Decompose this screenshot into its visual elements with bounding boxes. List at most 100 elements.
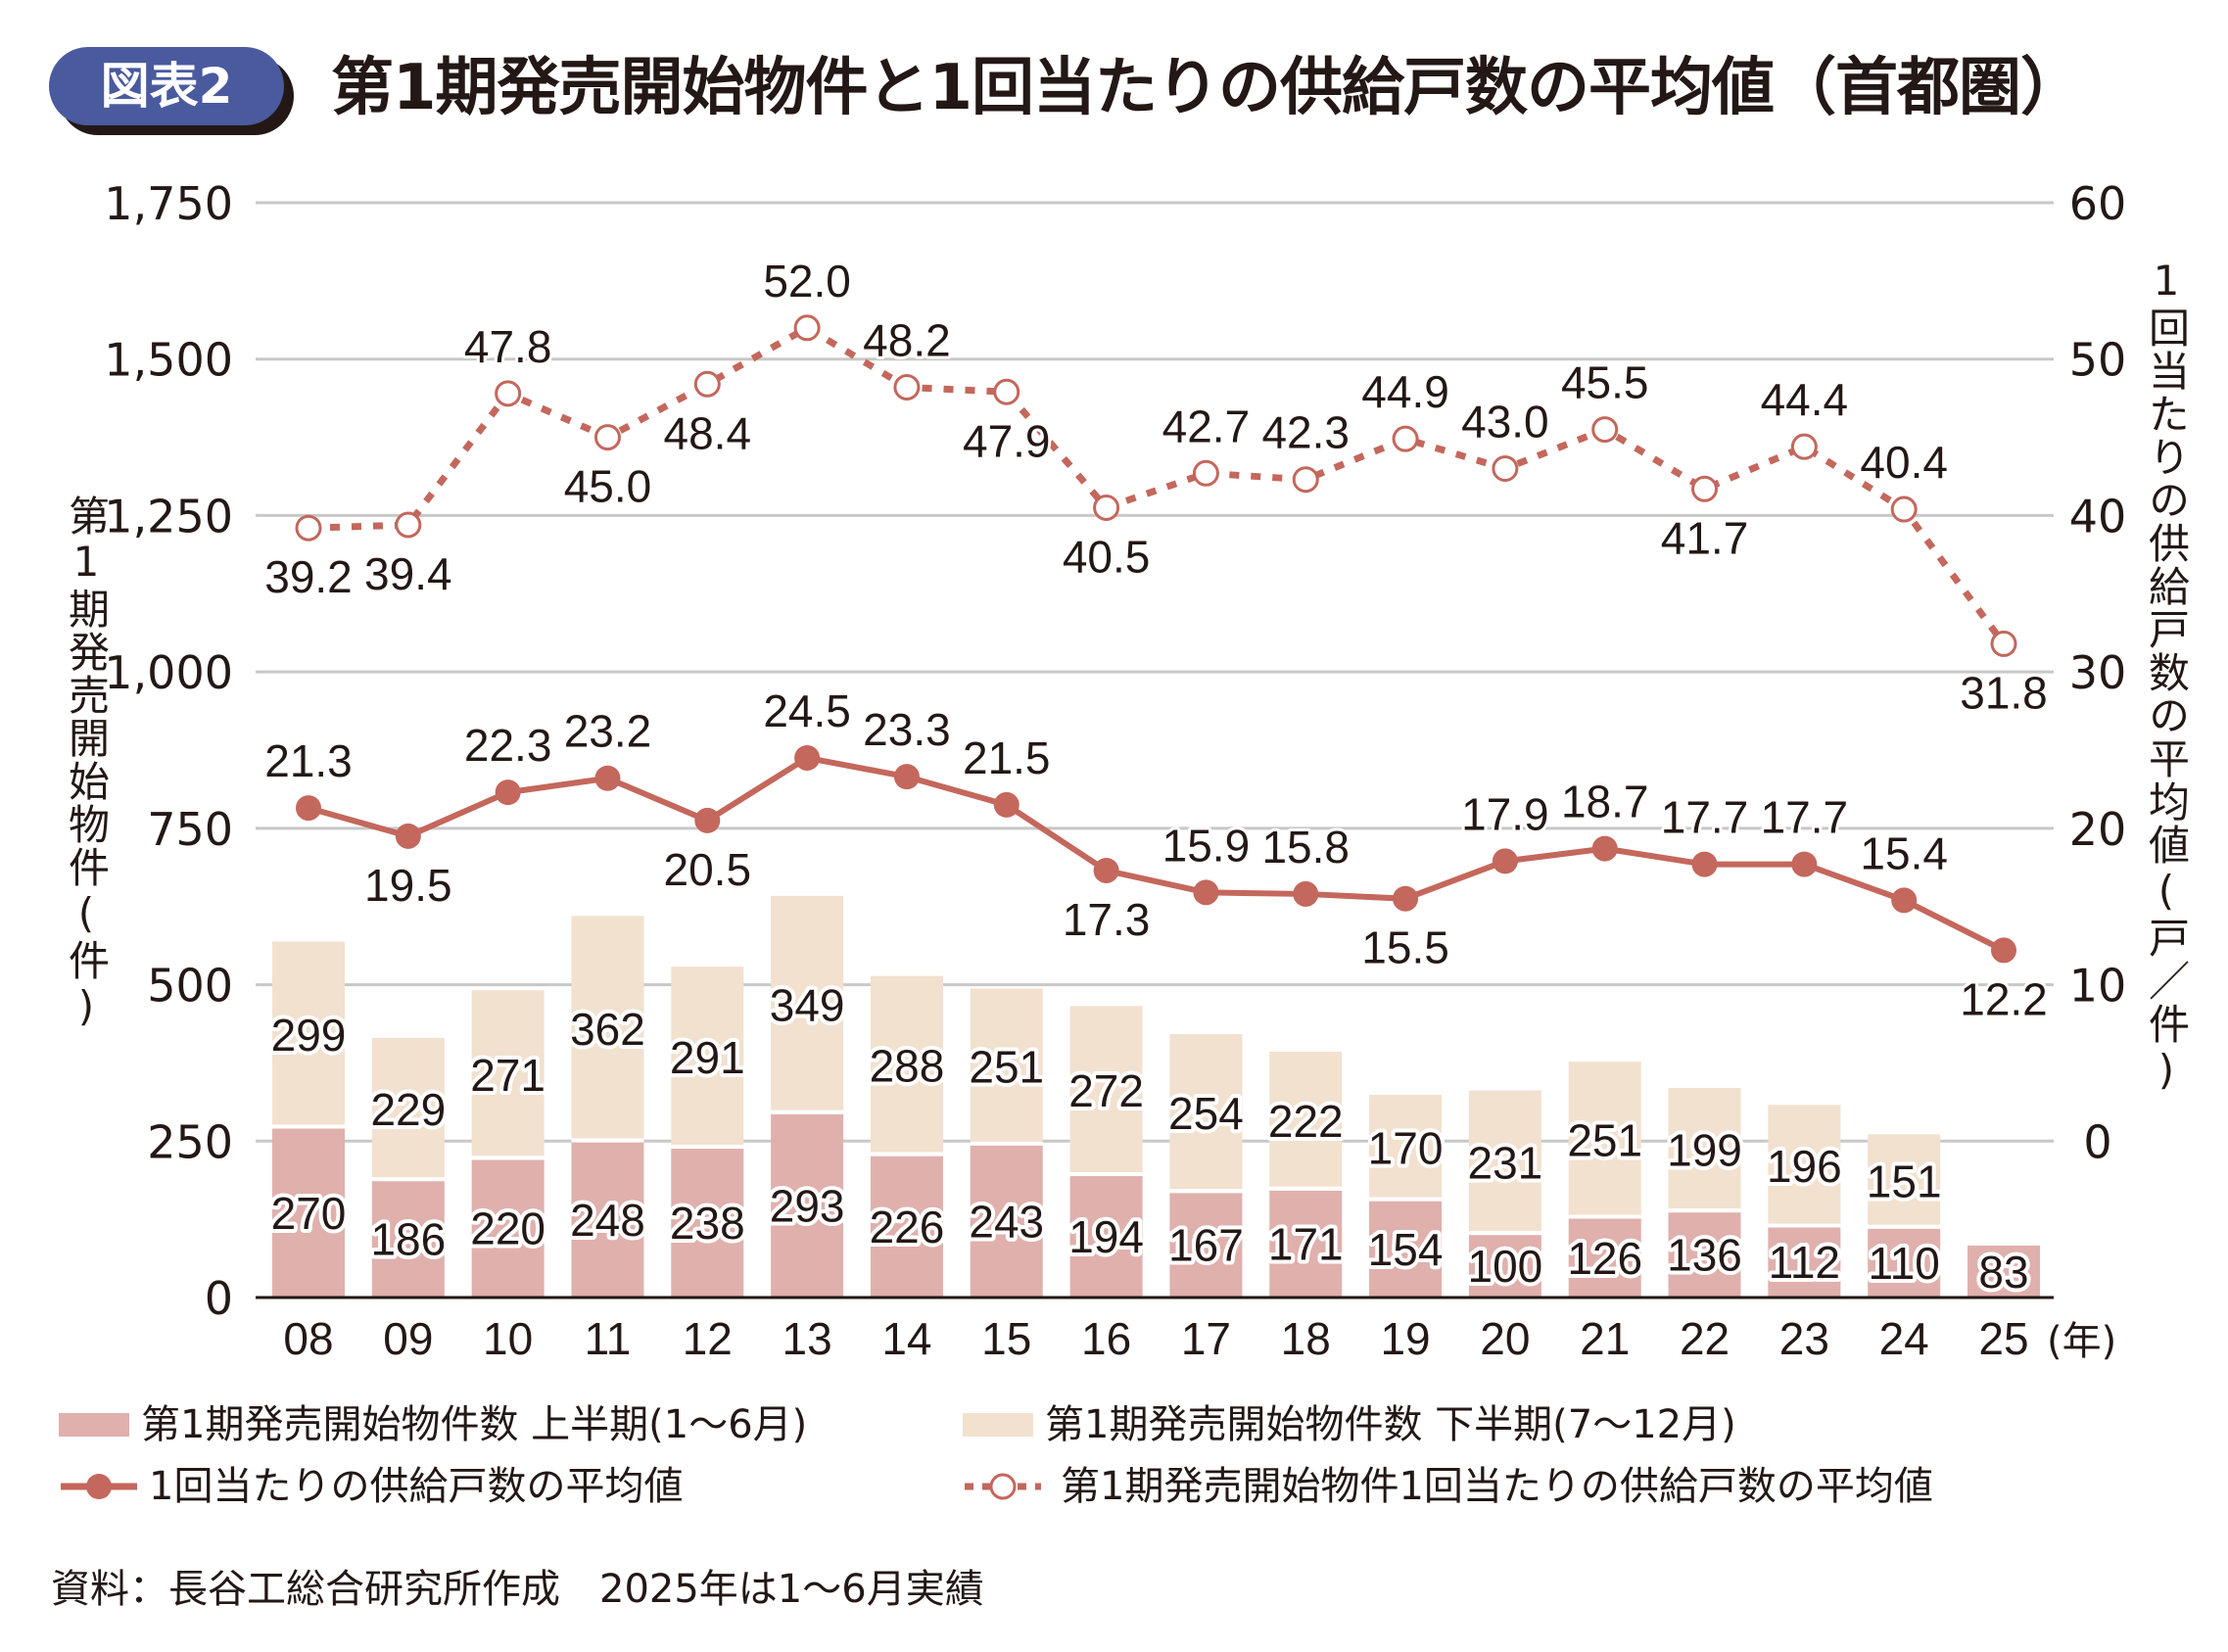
legend-swatch-second-half bbox=[963, 1413, 1033, 1437]
bar-first-half bbox=[1768, 1227, 1841, 1298]
bar-label-first-half: 243 bbox=[969, 1196, 1044, 1247]
solid-series-line bbox=[308, 754, 2006, 954]
solid-series-marker bbox=[993, 791, 1019, 818]
bar-first-half bbox=[671, 1148, 744, 1298]
solid-series-marker bbox=[1293, 880, 1319, 907]
bar-first-half bbox=[371, 1181, 445, 1298]
bar-first-half bbox=[1269, 1190, 1343, 1298]
y-tick-right: 50 bbox=[2069, 334, 2127, 387]
dotted-series-marker bbox=[1790, 433, 1818, 460]
y-axis-title-right: 1回当たりの供給戸数の平均値(戸／件) bbox=[2143, 257, 2191, 1096]
bar-second-half bbox=[870, 975, 943, 1153]
bar-label-second-half: 362 bbox=[570, 1004, 645, 1055]
legend-item-first-half: 第1期発売開始物件数 上半期(1～6月) bbox=[59, 1400, 807, 1449]
legend-label-second-half: 第1期発売開始物件数 下半期(7～12月) bbox=[1045, 1402, 1736, 1447]
y-tick-left: 0 bbox=[205, 1272, 233, 1325]
bar-label-second-half: 288 bbox=[870, 1041, 945, 1092]
solid-series-marker bbox=[1591, 835, 1618, 862]
bar-first-half bbox=[1069, 1176, 1143, 1298]
solid-series-label: 18.7 bbox=[1561, 777, 1649, 827]
bar-label-first-half: 83 bbox=[1978, 1247, 2028, 1298]
x-tick-label: 09 bbox=[383, 1313, 433, 1364]
bar-first-half bbox=[1169, 1193, 1243, 1298]
x-tick-label: 14 bbox=[881, 1313, 931, 1364]
solid-series-label: 24.5 bbox=[763, 685, 851, 736]
dotted-series-label: 44.9 bbox=[1361, 366, 1449, 417]
bar-label-first-half: 248 bbox=[570, 1195, 645, 1246]
solid-series-marker bbox=[1891, 887, 1918, 914]
dotted-series-marker bbox=[1392, 425, 1419, 452]
bar-label-first-half: 293 bbox=[770, 1180, 845, 1231]
x-tick-label: 21 bbox=[1580, 1313, 1630, 1364]
solid-series-label: 15.9 bbox=[1162, 820, 1251, 871]
solid-series-marker bbox=[495, 779, 521, 806]
bar-first-half bbox=[1967, 1245, 2040, 1298]
bar-first-half bbox=[471, 1159, 545, 1298]
bar-label-first-half: 126 bbox=[1567, 1233, 1642, 1284]
dotted-series-label: 39.2 bbox=[264, 551, 353, 602]
bar-second-half bbox=[1069, 1006, 1143, 1173]
bar-label-first-half: 226 bbox=[870, 1202, 945, 1252]
solid-series-marker bbox=[694, 807, 721, 833]
solid-series-label: 15.5 bbox=[1361, 922, 1449, 973]
x-tick-label: 11 bbox=[585, 1313, 632, 1364]
dotted-series-marker bbox=[1292, 466, 1319, 494]
bar-label-first-half: 136 bbox=[1667, 1230, 1742, 1281]
figure-badge: 図表2 bbox=[49, 47, 284, 125]
dotted-series-label: 39.4 bbox=[364, 548, 452, 599]
bar-second-half bbox=[471, 990, 545, 1156]
y-tick-right: 60 bbox=[2069, 177, 2127, 230]
x-tick-label: 15 bbox=[981, 1313, 1031, 1364]
bar-label-second-half: 299 bbox=[271, 1010, 347, 1061]
bar-label-second-half: 251 bbox=[1567, 1114, 1642, 1165]
bar-label-first-half: 194 bbox=[1068, 1211, 1144, 1262]
bar-first-half bbox=[1568, 1218, 1641, 1298]
bar-second-half bbox=[571, 916, 644, 1139]
dotted-series-marker bbox=[1691, 475, 1719, 502]
solid-series-marker bbox=[794, 744, 821, 771]
bar-label-first-half: 186 bbox=[370, 1214, 446, 1265]
bar-first-half bbox=[771, 1113, 844, 1298]
y-tick-left: 1,000 bbox=[104, 646, 233, 699]
bar-second-half bbox=[771, 895, 844, 1110]
x-tick-label: 19 bbox=[1380, 1313, 1430, 1364]
x-tick-label: 24 bbox=[1879, 1313, 1929, 1364]
dotted-series-marker bbox=[495, 380, 522, 407]
solid-series-label: 23.2 bbox=[564, 706, 652, 757]
chart-svg: 0 250 500 750 1,000 1,250 1,500 1,750 0 10 20 30 40 5… bbox=[63, 177, 2191, 1364]
dotted-series-marker bbox=[893, 373, 921, 401]
bar-label-second-half: 170 bbox=[1368, 1122, 1444, 1173]
x-tick-label: 25 bbox=[1978, 1313, 2028, 1364]
bar-label-second-half: 222 bbox=[1268, 1096, 1344, 1147]
bar-first-half bbox=[870, 1156, 943, 1298]
legend-label-avg-solid: 1回当たりの供給戸数の平均値 bbox=[149, 1464, 684, 1509]
dotted-series-marker bbox=[1890, 496, 1918, 523]
y-axis-title-left: 第1期発売開始物件(件) bbox=[63, 495, 111, 1032]
bar-label-second-half: 231 bbox=[1468, 1137, 1543, 1188]
y-tick-left: 750 bbox=[147, 803, 233, 856]
solid-series-label: 23.3 bbox=[863, 704, 951, 755]
x-tick-label: 13 bbox=[782, 1313, 832, 1364]
solid-series-marker bbox=[1393, 885, 1419, 912]
bar-label-first-half: 154 bbox=[1368, 1224, 1444, 1275]
dotted-series-label: 40.5 bbox=[1063, 531, 1151, 582]
solid-series-label: 15.4 bbox=[1860, 827, 1948, 878]
bar-second-half bbox=[272, 941, 345, 1125]
y-tick-left: 500 bbox=[147, 960, 233, 1013]
bar-label-first-half: 270 bbox=[271, 1188, 347, 1239]
source-footnote: 資料：長谷工総合研究所作成 2025年は1～6月実績 bbox=[51, 1567, 984, 1612]
y-tick-left: 250 bbox=[147, 1115, 233, 1168]
bar-second-half bbox=[671, 967, 744, 1145]
dotted-series-marker bbox=[395, 511, 422, 539]
bar-second-half bbox=[1568, 1062, 1641, 1215]
bar-second-half bbox=[1369, 1095, 1443, 1198]
legend-item-avg-dotted: 第1期発売開始物件1回当たりの供給戸数の平均値 bbox=[963, 1462, 1933, 1511]
legend-solid-line-marker-icon bbox=[61, 1474, 137, 1499]
bar-first-half bbox=[272, 1128, 345, 1298]
dotted-series-marker bbox=[693, 370, 721, 398]
bar-label-second-half: 291 bbox=[670, 1032, 745, 1083]
bar-first-half bbox=[970, 1145, 1043, 1298]
x-tick-label: 20 bbox=[1480, 1313, 1530, 1364]
dotted-series-label: 45.5 bbox=[1561, 357, 1649, 408]
bar-second-half bbox=[970, 988, 1043, 1142]
